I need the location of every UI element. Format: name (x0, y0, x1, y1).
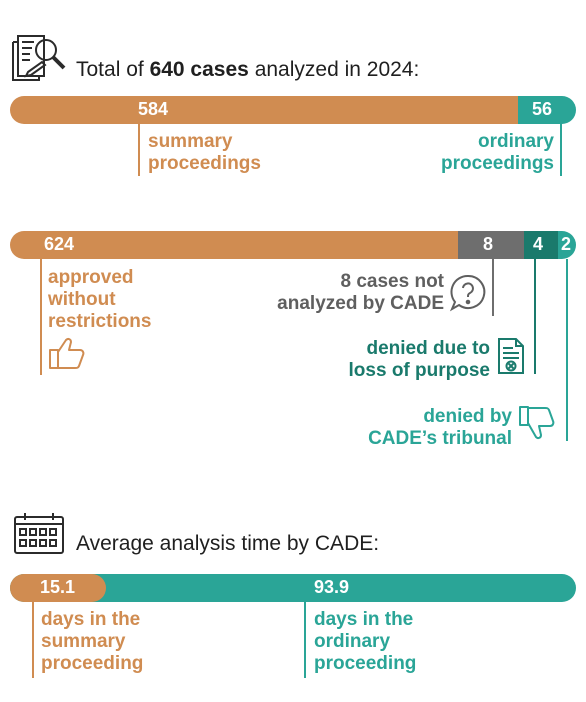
label-summary-time-line2: summary (41, 631, 126, 652)
leader-line-denied-tribunal (566, 259, 568, 441)
label-denied-tribunal-line2: CADE’s tribunal (368, 428, 512, 449)
title-pre: Total of (76, 58, 144, 81)
label-summary: summary proceedings (148, 131, 261, 175)
label-approved-line3: restrictions (48, 311, 152, 332)
label-not-analyzed-line1: 8 cases not (340, 271, 445, 292)
value-label-approved: 624 (44, 234, 75, 254)
leader-line-ordinary (560, 124, 562, 176)
outcome-bar (10, 231, 576, 259)
bar-segment-not-analyzed (458, 231, 524, 259)
bar-segment-approved (10, 231, 458, 259)
label-denied-tribunal: denied by CADE’s tribunal (368, 406, 512, 450)
section1-title: Total of 640 cases analyzed in 2024: (76, 58, 419, 82)
label-approved-line2: without (48, 289, 116, 310)
section3-title: Average analysis time by CADE: (76, 532, 380, 555)
label-ordinary: ordinary proceedings (441, 131, 554, 175)
value-label-ordinary-time: 93.9 (314, 577, 350, 597)
value-label-denied-tribunal: 2 (561, 234, 572, 254)
document-magnifier-icon (10, 28, 68, 89)
label-denied-loss-line2: loss of purpose (348, 360, 490, 381)
bar-segment-ordinary (518, 96, 576, 124)
bar-summary-time (10, 574, 106, 602)
label-denied-tribunal-line1: denied by (423, 406, 512, 427)
label-approved-line1: approved (48, 267, 134, 288)
label-summary-line1: summary (148, 131, 233, 152)
value-label-not-analyzed: 8 (483, 234, 494, 254)
time-bar (10, 574, 576, 602)
label-summary-line2: proceedings (148, 153, 261, 174)
label-not-analyzed: 8 cases not analyzed by CADE (277, 271, 444, 315)
leader-line-denied-loss (534, 259, 536, 374)
title-bold: 640 cases (149, 58, 249, 81)
bar-segment-summary (10, 96, 518, 124)
bar-segment-denied-tribunal (558, 231, 576, 259)
label-ordinary-time-line3: proceeding (314, 653, 417, 674)
label-ordinary-line1: ordinary (477, 131, 554, 152)
label-ordinary-time-line2: ordinary (314, 631, 391, 652)
label-summary-time-line3: proceeding (41, 653, 144, 674)
calendar-icon (13, 511, 65, 560)
label-denied-loss-line1: denied due to (366, 338, 491, 359)
leader-line-summary (138, 124, 140, 176)
label-ordinary-time-line1: days in the (314, 609, 414, 630)
leader-line-summary-time (32, 602, 34, 678)
question-bubble-icon (448, 273, 488, 318)
label-denied-loss: denied due to loss of purpose (349, 338, 490, 382)
thumbs-up-icon (48, 336, 86, 375)
label-summary-time: days in the summary proceeding (41, 609, 143, 675)
title-post: analyzed in 2024: (254, 58, 420, 81)
label-summary-time-line1: days in the (41, 609, 141, 630)
bar-segment-denied-loss (524, 231, 558, 259)
thumbs-down-icon (518, 404, 556, 449)
label-approved: approved without restrictions (48, 267, 151, 333)
leader-line-not-analyzed (492, 259, 494, 316)
value-label-denied-loss: 4 (533, 234, 544, 254)
label-ordinary-line2: proceedings (441, 153, 554, 174)
cases-bar (10, 96, 576, 124)
document-x-icon (496, 336, 526, 381)
label-ordinary-time: days in the ordinary proceeding (314, 609, 416, 675)
label-not-analyzed-line2: analyzed by CADE (277, 293, 444, 314)
value-label-summary: 584 (138, 99, 169, 119)
value-label-summary-time: 15.1 (40, 577, 76, 597)
leader-line-ordinary-time (304, 602, 306, 678)
leader-line-approved (40, 259, 42, 375)
value-label-ordinary: 56 (532, 99, 553, 119)
